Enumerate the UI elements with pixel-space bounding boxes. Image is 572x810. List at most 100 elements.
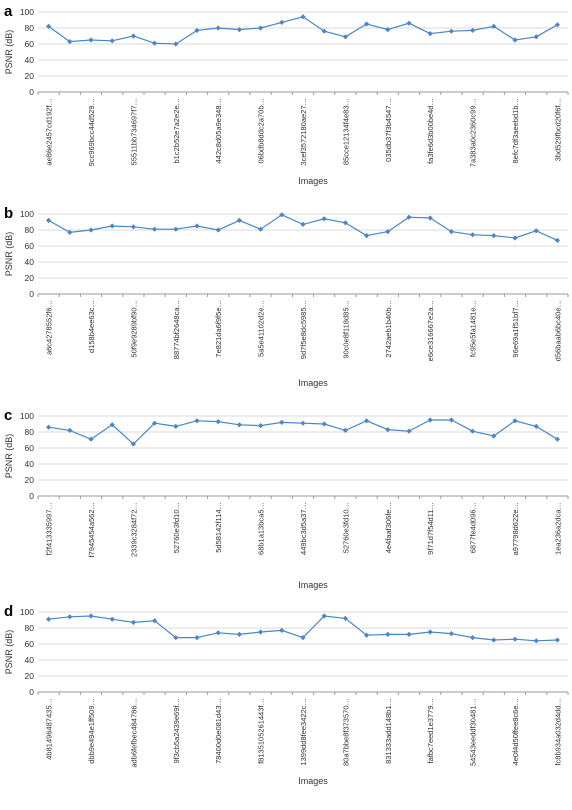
data-point xyxy=(152,40,158,46)
data-point xyxy=(88,436,94,442)
x-tick-label: 4e0f4d50ffee8c6e… xyxy=(511,698,520,765)
data-point xyxy=(236,631,242,637)
y-tick-label: 100 xyxy=(20,7,34,17)
data-point xyxy=(321,28,327,34)
x-tick-label: 7e821da6f9f5e… xyxy=(214,300,223,358)
y-tick-label: 40 xyxy=(25,655,35,665)
x-tick-label: 90c0e8f118d85… xyxy=(341,300,350,359)
data-point xyxy=(385,631,391,637)
x-tick-label: 449bc3d5a37… xyxy=(299,502,308,555)
data-point xyxy=(512,636,518,642)
data-point xyxy=(130,441,136,447)
y-tick-label: 60 xyxy=(25,443,35,453)
y-tick-label: 100 xyxy=(20,209,34,219)
y-tick-label: 0 xyxy=(29,491,34,501)
chart-panel-d: d 0 20 40 60 80 100 PSNR (dB) 4b81496487435… dbb9… xyxy=(4,603,569,786)
chart-panel-c: c 0 20 40 60 80 100 PSNR (dB) f2f413335997… f7945… xyxy=(4,407,569,590)
y-tick-label: 80 xyxy=(25,427,35,437)
x-tick-label: fc8b934a032d4dd… xyxy=(553,698,562,766)
y-tick-label: 80 xyxy=(25,225,35,235)
x-tick-label: 6877fe4d096… xyxy=(469,502,478,553)
data-point xyxy=(533,638,539,644)
data-point xyxy=(279,627,285,633)
data-point xyxy=(215,419,221,425)
x-tick-label: 8efc7df3aeebd1b… xyxy=(511,98,520,163)
y-axis-label: PSNR (dB) xyxy=(4,630,14,675)
x-tick-label: d56baab6bc40e… xyxy=(553,300,562,361)
y-tick-label: 20 xyxy=(25,273,35,283)
data-point xyxy=(448,229,454,235)
x-tick-label: 035db37f3b4547… xyxy=(384,98,393,162)
x-tick-label: 9f71d7f54d11… xyxy=(426,502,435,555)
y-axis-label: PSNR (dB) xyxy=(4,232,14,277)
x-tick-label: 4e4faaf306fe… xyxy=(384,502,393,553)
y-tick-label: 0 xyxy=(29,687,34,697)
data-point xyxy=(321,613,327,619)
x-tick-label: f8135105261443f… xyxy=(257,698,266,764)
x-axis-label: Images xyxy=(298,378,328,388)
x-tick-label: 52760e3fd10… xyxy=(172,502,181,553)
data-point xyxy=(385,229,391,235)
data-point xyxy=(67,427,73,433)
data-point xyxy=(342,427,348,433)
data-point xyxy=(130,224,136,230)
data-point xyxy=(448,28,454,34)
x-tick-label: 68b1a13bca5… xyxy=(257,502,266,555)
x-tick-label: 06bdb8ddc2a70b… xyxy=(257,98,266,163)
data-point xyxy=(236,422,242,428)
data-point xyxy=(152,226,158,232)
data-point xyxy=(427,629,433,635)
data-point xyxy=(130,619,136,625)
data-point xyxy=(258,226,264,232)
data-point xyxy=(491,637,497,643)
chart-panel-a: a 0 20 40 60 80 100 PSNR (dB) ae86e2457cd192f… 9c… xyxy=(4,3,569,186)
x-tick-label: a97798d622e… xyxy=(511,502,520,555)
data-point xyxy=(406,631,412,637)
data-point xyxy=(491,433,497,439)
data-point xyxy=(109,422,115,428)
data-point xyxy=(512,235,518,241)
x-tick-label: 78400d0e081d43… xyxy=(214,698,223,764)
x-tick-label: 9d7f5e8dc5985… xyxy=(299,300,308,359)
data-point xyxy=(279,19,285,25)
y-tick-label: 60 xyxy=(25,39,35,49)
data-point xyxy=(258,423,264,429)
data-point xyxy=(67,614,73,620)
data-point xyxy=(364,21,370,27)
x-tick-label: e6ce316667e2a… xyxy=(426,300,435,361)
y-axis-label: PSNR (dB) xyxy=(4,434,14,479)
series-line xyxy=(48,16,558,45)
x-tick-label: 2742aeb1b40b… xyxy=(384,300,393,358)
data-point xyxy=(173,226,179,232)
data-point xyxy=(194,635,200,641)
panel-label: d xyxy=(4,603,13,620)
x-tick-label: fafbc7eed1e3779… xyxy=(426,698,435,763)
x-tick-label: 1399dd8fee3422c… xyxy=(299,698,308,766)
data-point xyxy=(512,418,518,424)
data-point xyxy=(470,635,476,641)
x-tick-label: 4b81496487435… xyxy=(45,698,54,760)
x-tick-label: 2339c3284f72… xyxy=(129,502,138,557)
series-line xyxy=(48,214,558,241)
data-point xyxy=(173,635,179,641)
x-tick-label: 54543eeddf30481… xyxy=(469,698,478,766)
data-point xyxy=(300,221,306,227)
data-point xyxy=(67,39,73,45)
x-axis-label: Images xyxy=(298,176,328,186)
x-tick-label: d158b4ee63c… xyxy=(87,300,96,353)
data-point xyxy=(258,25,264,31)
y-tick-label: 40 xyxy=(25,459,35,469)
x-tick-label: 80a7bbe8f373570… xyxy=(341,698,350,766)
data-point xyxy=(300,635,306,641)
chart-panel-b: b 0 20 40 60 80 100 PSNR (dB) a6c4278552f6… d158b… xyxy=(4,205,569,388)
x-tick-label: 9f3cb5a2439e69f… xyxy=(172,698,181,763)
data-point xyxy=(385,27,391,33)
panel-label: a xyxy=(4,3,13,20)
x-tick-label: b1c2b52e7a2e2e… xyxy=(172,98,181,163)
data-point xyxy=(491,233,497,239)
x-tick-label: 1ea236a2dca… xyxy=(553,502,562,555)
x-tick-label: 55511bb734697f7… xyxy=(129,98,138,165)
y-tick-label: 80 xyxy=(25,23,35,33)
y-tick-label: 100 xyxy=(20,411,34,421)
data-point xyxy=(321,216,327,222)
